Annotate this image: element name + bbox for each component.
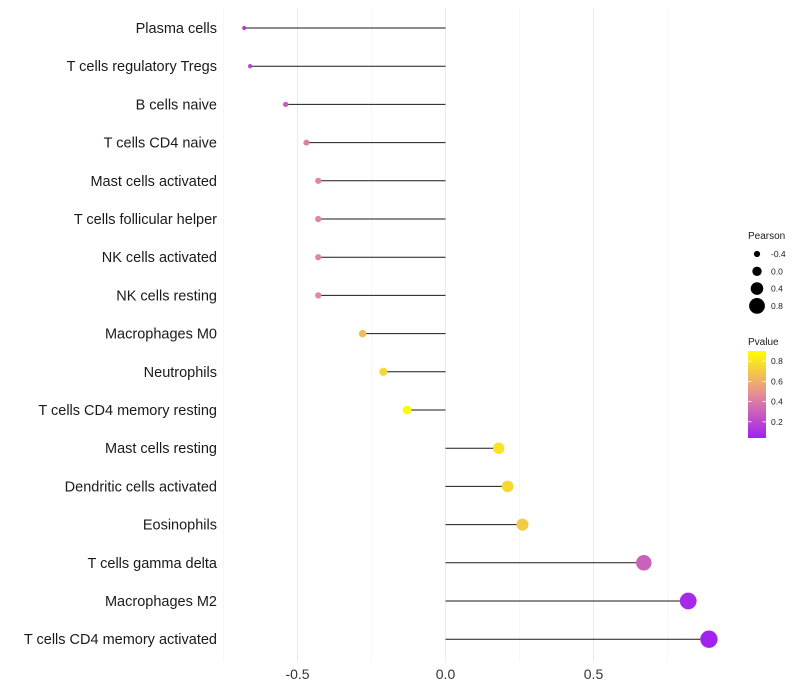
x-axis-ticks: -0.5 0.0 0.5 — [285, 666, 603, 682]
color-legend-label: 0.6 — [771, 376, 783, 386]
x-tick-label: 0.5 — [584, 666, 604, 682]
grid — [223, 8, 668, 662]
category-label: NK cells activated — [102, 250, 217, 266]
data-point — [700, 630, 718, 648]
data-point — [493, 442, 505, 454]
stems — [244, 27, 709, 640]
category-label: Macrophages M2 — [105, 594, 217, 610]
size-legend-key — [749, 298, 765, 314]
data-point — [402, 405, 412, 415]
category-label: T cells regulatory Tregs — [67, 59, 217, 75]
category-label: T cells CD4 naive — [104, 136, 217, 152]
data-points — [242, 25, 718, 648]
size-legend-label: 0.4 — [771, 284, 783, 294]
category-label: T cells gamma delta — [88, 556, 218, 572]
data-point — [679, 592, 697, 610]
data-point — [303, 139, 310, 146]
data-point — [315, 254, 322, 261]
data-point — [315, 292, 322, 299]
category-label: Dendritic cells activated — [65, 479, 217, 495]
category-label: NK cells resting — [116, 288, 217, 304]
category-label: Neutrophils — [144, 365, 217, 381]
data-point — [379, 367, 388, 376]
data-point — [358, 329, 367, 338]
data-point — [315, 215, 322, 223]
data-point — [282, 101, 289, 108]
data-point — [242, 25, 247, 31]
size-legend-label: -0.4 — [771, 249, 786, 259]
x-tick-label: 0.0 — [436, 666, 456, 682]
category-label: Eosinophils — [143, 518, 217, 534]
color-legend-label: 0.2 — [771, 417, 783, 427]
data-point — [636, 555, 652, 571]
size-legend-key — [753, 250, 761, 258]
data-point — [247, 64, 253, 69]
category-label: T cells CD4 memory resting — [38, 403, 217, 419]
category-label: Macrophages M0 — [105, 327, 217, 343]
pvalue-color-legend: Pvalue 0.2 0.4 0.6 0.8 — [748, 337, 783, 438]
category-label: Mast cells resting — [105, 441, 217, 457]
color-legend-label: 0.4 — [771, 397, 783, 407]
x-tick-label: -0.5 — [285, 666, 309, 682]
data-point — [501, 480, 514, 493]
category-labels: Plasma cells T cells regulatory Tregs B ce… — [24, 21, 218, 648]
size-legend-key — [752, 266, 762, 276]
data-point — [516, 518, 529, 531]
size-legend-title: Pearson — [748, 231, 785, 242]
category-label: B cells naive — [136, 97, 217, 113]
data-point — [315, 177, 322, 184]
category-label: Plasma cells — [136, 21, 217, 37]
category-label: T cells CD4 memory activated — [24, 632, 217, 648]
category-label: T cells follicular helper — [74, 212, 217, 228]
size-legend-key — [750, 282, 764, 295]
pearson-size-legend: Pearson -0.4 0.0 0.4 0.8 — [748, 231, 786, 314]
color-legend-bar — [748, 351, 766, 438]
category-label: Mast cells activated — [90, 174, 217, 190]
size-legend-label: 0.0 — [771, 266, 783, 276]
color-legend-label: 0.8 — [771, 356, 783, 366]
color-legend-title: Pvalue — [748, 337, 779, 348]
size-legend-label: 0.8 — [771, 301, 783, 311]
